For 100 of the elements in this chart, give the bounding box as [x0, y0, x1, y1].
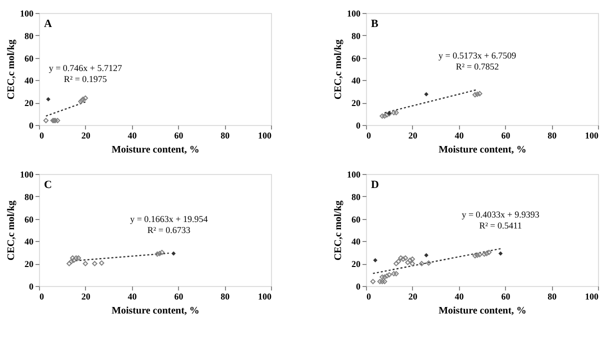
y-axis-title: CEC,c mol/kg: [6, 40, 17, 100]
x-tick-label: 60: [501, 292, 511, 302]
x-tick-label: 40: [454, 130, 464, 140]
point: [477, 252, 482, 258]
point: [474, 92, 480, 97]
point: [477, 91, 482, 96]
y-tick-label: 40: [24, 236, 34, 247]
y-tick-label: 40: [24, 76, 34, 86]
y-tick-label: 80: [352, 192, 361, 202]
point: [66, 260, 72, 266]
point: [46, 97, 50, 102]
annotation: R² = 0.5411: [479, 220, 522, 231]
point: [482, 251, 487, 257]
annotation: y = 0.5173x + 6.7509: [438, 50, 517, 61]
point: [386, 272, 392, 278]
x-tick-label: 80: [220, 130, 230, 140]
point: [71, 258, 76, 263]
point: [82, 260, 88, 266]
annotation: y = 0.746x + 5.7127: [48, 62, 122, 73]
point: [54, 118, 60, 124]
y-tick-label: 100: [20, 170, 34, 180]
y-tick-label: 40: [352, 236, 361, 247]
annotation: R² = 0.1975: [64, 74, 108, 84]
y-axis-title: CEC,c mol/kg: [333, 40, 344, 100]
point: [92, 260, 98, 266]
y-tick-label: 0: [29, 282, 34, 292]
x-tick-label: 80: [548, 130, 558, 140]
y-tick-label: 20: [24, 98, 34, 108]
x-tick-label: 100: [258, 130, 272, 140]
x-tick-label: 0: [366, 130, 372, 140]
y-tick-label: 80: [352, 30, 361, 41]
x-tick-label: 20: [81, 130, 91, 140]
point: [159, 250, 165, 256]
annotation: C: [44, 179, 52, 191]
y-tick-label: 0: [356, 120, 361, 130]
point: [82, 96, 88, 101]
x-axis-title: Moisture content, %: [112, 144, 200, 156]
x-tick-label: 40: [128, 130, 138, 140]
y-tick-label: 0: [356, 282, 361, 292]
point: [157, 250, 162, 256]
x-tick-label: 20: [408, 292, 418, 302]
point: [407, 258, 413, 263]
point: [384, 273, 390, 279]
y-tick-label: 60: [24, 214, 34, 224]
point: [382, 113, 388, 119]
point: [472, 92, 478, 98]
point: [70, 255, 76, 261]
point: [43, 118, 49, 124]
point: [396, 258, 402, 264]
x-tick-label: 0: [366, 292, 372, 302]
point: [498, 251, 503, 256]
y-axis-title: CEC,c mol/kg: [333, 200, 344, 260]
x-tick-label: 40: [454, 292, 464, 302]
point: [391, 110, 396, 116]
x-tick-label: 20: [408, 130, 418, 140]
y-tick-label: 100: [20, 8, 34, 18]
point: [68, 258, 74, 264]
point: [410, 256, 416, 262]
point: [402, 255, 408, 261]
point: [380, 113, 385, 119]
annotation: y = 0.1663x + 19.954: [130, 214, 208, 224]
y-tick-label: 40: [352, 76, 361, 86]
point: [380, 274, 385, 280]
point: [384, 112, 390, 118]
x-tick-label: 0: [40, 292, 44, 302]
x-tick-label: 60: [174, 130, 184, 140]
y-tick-label: 60: [352, 214, 361, 224]
x-axis-title: Moisture content, %: [438, 144, 526, 156]
point: [394, 271, 399, 276]
point: [426, 260, 432, 266]
point: [424, 92, 428, 96]
x-tick-label: 20: [81, 292, 91, 302]
annotation: y = 0.4033x + 9.9393: [462, 210, 540, 220]
annotation: D: [371, 179, 379, 191]
y-tick-label: 80: [24, 30, 34, 41]
point: [370, 278, 376, 284]
point: [154, 251, 160, 257]
x-tick-label: 80: [548, 292, 558, 302]
point: [419, 260, 424, 266]
annotation: R² = 0.6733: [147, 225, 191, 236]
x-tick-label: 0: [40, 130, 44, 140]
y-tick-label: 60: [352, 53, 361, 64]
point: [424, 253, 428, 258]
point: [99, 260, 104, 266]
point: [382, 278, 388, 284]
annotation: R² = 0.7852: [456, 62, 499, 72]
x-tick-label: 80: [220, 292, 230, 302]
y-tick-label: 20: [352, 259, 361, 270]
x-tick-label: 40: [128, 292, 138, 302]
x-tick-label: 60: [174, 292, 184, 302]
y-tick-label: 100: [347, 8, 361, 18]
point: [472, 253, 478, 258]
point: [394, 110, 399, 116]
x-tick-label: 60: [501, 130, 511, 140]
y-tick-label: 20: [24, 259, 34, 270]
point: [400, 256, 406, 262]
point: [486, 250, 492, 256]
x-axis-title: Moisture content, %: [438, 306, 526, 316]
y-tick-label: 100: [347, 170, 361, 180]
point: [394, 260, 399, 266]
